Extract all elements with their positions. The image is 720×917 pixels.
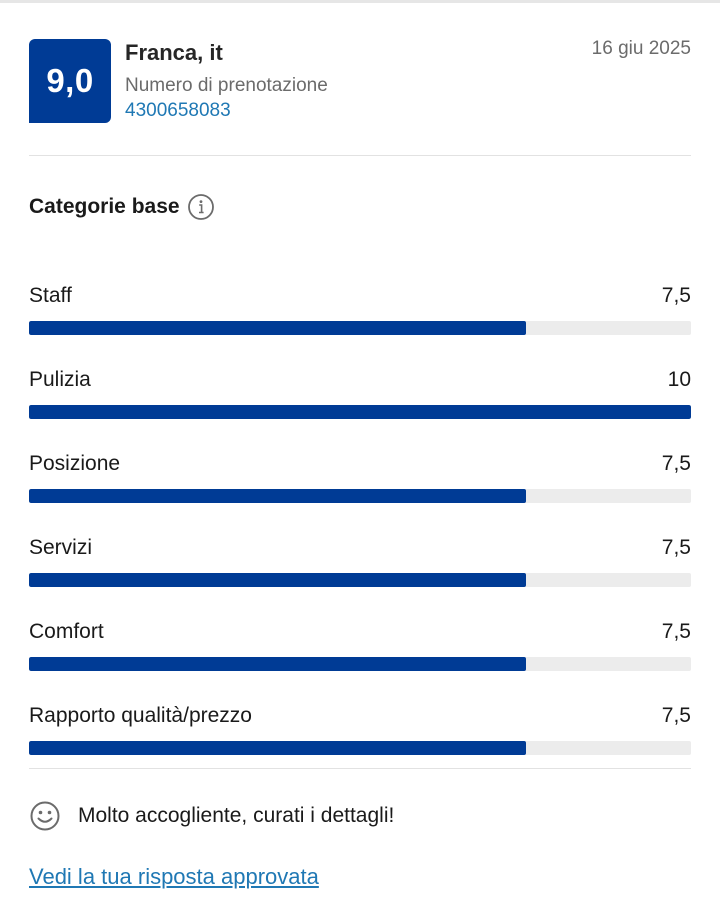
reviewer-name: Franca, it [125,40,223,65]
category-bar-track [29,405,691,419]
booking-number[interactable]: 4300658083 [125,100,231,121]
category-score: 7,5 [661,620,691,643]
category-bar-fill [29,573,526,587]
score-badge: 9,0 [29,39,111,123]
category-row: Servizi 7,5 [29,536,691,620]
section-title-text: Categorie base [29,195,180,218]
category-bar-track [29,573,691,587]
category-label: Comfort [29,620,104,643]
category-score: 7,5 [661,452,691,475]
category-row: Pulizia 10 [29,368,691,452]
category-label: Pulizia [29,368,91,391]
review-comment-text: Molto accogliente, curati i dettagli! [78,804,395,827]
category-label: Staff [29,284,72,307]
category-row: Posizione 7,5 [29,452,691,536]
category-bar-track [29,741,691,755]
review-date: 16 giu 2025 [591,38,691,59]
category-score: 7,5 [661,536,691,559]
category-bar-fill [29,657,526,671]
section-title: Categorie base [29,193,215,221]
category-bar-fill [29,741,526,755]
view-approved-response-link[interactable]: Vedi la tua risposta approvata [29,864,319,889]
category-bar-fill [29,489,526,503]
category-bar-fill [29,321,526,335]
category-label: Posizione [29,452,121,475]
category-bar-track [29,321,691,335]
category-list: Staff 7,5 Pulizia 10 Posizione 7,5 Servizi 7,5 C… [29,284,691,788]
category-bar-fill [29,405,691,419]
review-comment: Molto accogliente, curati i dettagli! [29,800,394,832]
category-bar-track [29,489,691,503]
booking-number-label: Numero di prenotazione [125,75,328,96]
divider [29,768,691,769]
category-bar-track [29,657,691,671]
category-score: 7,5 [661,704,691,727]
category-label: Rapporto qualità/prezzo [29,704,252,727]
category-row: Staff 7,5 [29,284,691,368]
category-label: Servizi [29,536,93,559]
category-row: Comfort 7,5 [29,620,691,704]
smile-icon [29,800,61,832]
info-icon[interactable] [187,193,215,221]
divider [29,155,691,156]
category-row: Rapporto qualità/prezzo 7,5 [29,704,691,788]
category-score: 7,5 [661,284,691,307]
category-score: 10 [667,368,691,391]
